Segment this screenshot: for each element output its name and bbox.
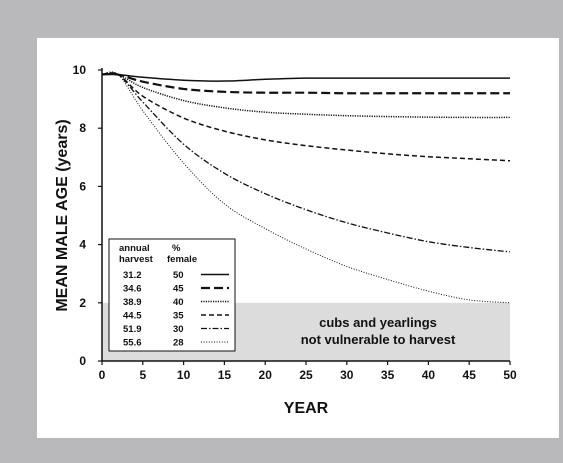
figure-panel (37, 38, 559, 438)
x-tick-label: 25 (299, 368, 313, 382)
x-tick-label: 0 (99, 368, 106, 382)
series-line-2 (101, 72, 510, 95)
legend-female-value: 30 (173, 324, 184, 335)
y-tick-label: 8 (79, 121, 86, 135)
legend-female-value: 50 (173, 270, 184, 281)
series-line-6 (101, 71, 511, 304)
shaded-region-label-line1: cubs and yearlings (319, 315, 437, 330)
legend-header-female-line1: % (172, 243, 181, 254)
x-tick-label: 10 (177, 368, 191, 382)
x-ticks: 0 5 10 15 20 25 30 35 40 45 50 (99, 361, 517, 382)
series-line-3 (101, 72, 511, 119)
x-tick-label: 20 (259, 368, 273, 382)
legend-female-value: 40 (173, 297, 184, 308)
y-tick-label: 4 (79, 238, 86, 252)
x-tick-label: 40 (422, 368, 436, 382)
x-tick-label: 50 (503, 368, 517, 382)
y-tick-label: 2 (79, 296, 86, 310)
legend-rows: 31.2 50 34.6 45 38.9 40 44.5 35 51.9 30 55.6 28 (123, 270, 229, 349)
legend-header-harvest-line1: annual (119, 243, 150, 254)
legend-female-value: 45 (173, 284, 184, 295)
y-tick-label: 0 (79, 354, 86, 368)
x-tick-label: 5 (139, 368, 146, 382)
y-tick-label: 6 (79, 179, 86, 193)
x-axis-title: YEAR (284, 400, 329, 417)
y-axis-title: MEAN MALE AGE (years) (54, 119, 71, 311)
legend-header-harvest-line2: harvest (119, 254, 154, 265)
legend-harvest-value: 31.2 (123, 270, 142, 281)
x-tick-label: 30 (340, 368, 354, 382)
legend-harvest-value: 44.5 (123, 311, 142, 322)
series-layer (101, 71, 511, 304)
x-tick-label: 35 (381, 368, 395, 382)
legend-harvest-value: 34.6 (123, 284, 142, 295)
series-line-1 (101, 73, 510, 82)
legend: annual harvest % female 31.2 50 34.6 45 38.9… (108, 238, 236, 352)
legend-harvest-value: 38.9 (123, 297, 142, 308)
x-tick-label: 45 (463, 368, 477, 382)
x-tick-label: 15 (218, 368, 232, 382)
y-tick-label: 10 (73, 63, 87, 77)
shaded-region-label-line2: not vulnerable to harvest (301, 332, 456, 347)
y-ticks: 0 2 4 6 8 10 (73, 63, 102, 368)
series-line-5 (101, 71, 511, 253)
legend-female-value: 35 (173, 311, 184, 322)
legend-female-value: 28 (173, 338, 184, 349)
series-line-4 (101, 72, 511, 162)
legend-header-female-line2: female (167, 254, 197, 265)
legend-box (108, 238, 236, 352)
legend-harvest-value: 51.9 (123, 324, 142, 335)
legend-harvest-value: 55.6 (123, 338, 142, 349)
